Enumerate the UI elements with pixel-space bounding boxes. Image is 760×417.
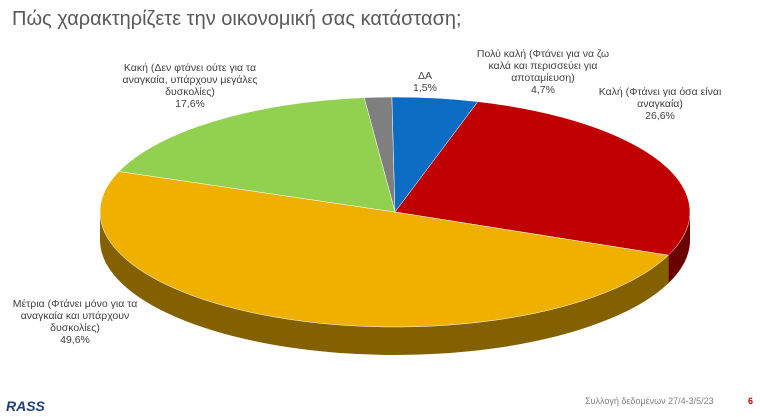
slice-label: Πολύ καλή (Φτάνει για να ζω καλά και περ…: [476, 48, 610, 84]
value-label: 26,6%: [645, 110, 675, 122]
logo: RASS: [6, 398, 45, 414]
slice-side: [668, 212, 690, 284]
page-number: 6: [748, 396, 754, 406]
value-label: 49,6%: [60, 334, 90, 346]
source: Συλλογή δεδομένων 27/4-3/5/23: [585, 396, 714, 406]
slice-label: Κακή (Δεν φτάνει ούτε για τα αναγκαία, υ…: [122, 62, 258, 98]
slice-label: Καλή (Φτάνει για όσα είναι αναγκαία): [598, 86, 722, 110]
slice: [394, 101, 691, 256]
slice-label: ΔΑ: [417, 70, 433, 82]
slice-side: [100, 212, 669, 355]
chart-title: Πώς χαρακτηρίζετε την οικονομική σας κατ…: [12, 8, 462, 30]
value-label: 17,6%: [175, 98, 205, 110]
value-label: 4,7%: [531, 84, 555, 96]
slice: [118, 97, 396, 213]
value-label: 1,5%: [413, 82, 437, 94]
slice: [99, 171, 669, 328]
slice-label: Μέτρια (Φτάνει μόνο για τα αναγκαία και …: [12, 298, 138, 334]
